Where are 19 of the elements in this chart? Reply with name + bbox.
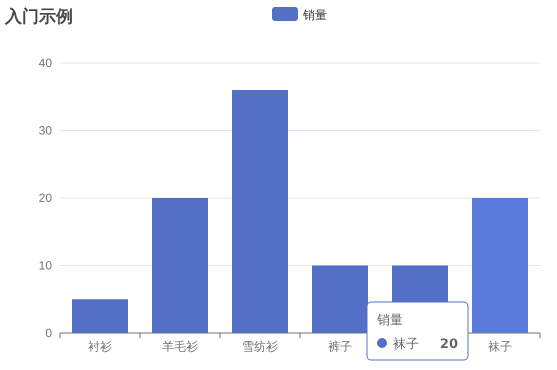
bar [312,266,368,333]
tooltip: 销量 袜子 20 [366,302,468,360]
y-tick-label: 30 [38,123,52,138]
bar [232,90,288,333]
legend-label: 销量 [302,8,327,22]
chart-title: 入门示例 [4,7,73,27]
y-tick-label: 40 [38,56,52,70]
y-tick-label: 20 [38,190,52,205]
bar [152,198,208,333]
bar [472,198,528,333]
bar [72,299,128,333]
x-tick-label: 雪纺衫 [242,340,278,354]
y-tick-label: 0 [45,326,52,340]
x-tick-label: 袜子 [488,340,512,354]
x-tick-label: 裤子 [328,340,352,354]
x-tick-label: 衬衫 [88,340,112,354]
annotation: 销量 [376,313,403,328]
x-tick-label: 羊毛衫 [162,340,198,354]
y-tick-label: 10 [38,258,52,272]
